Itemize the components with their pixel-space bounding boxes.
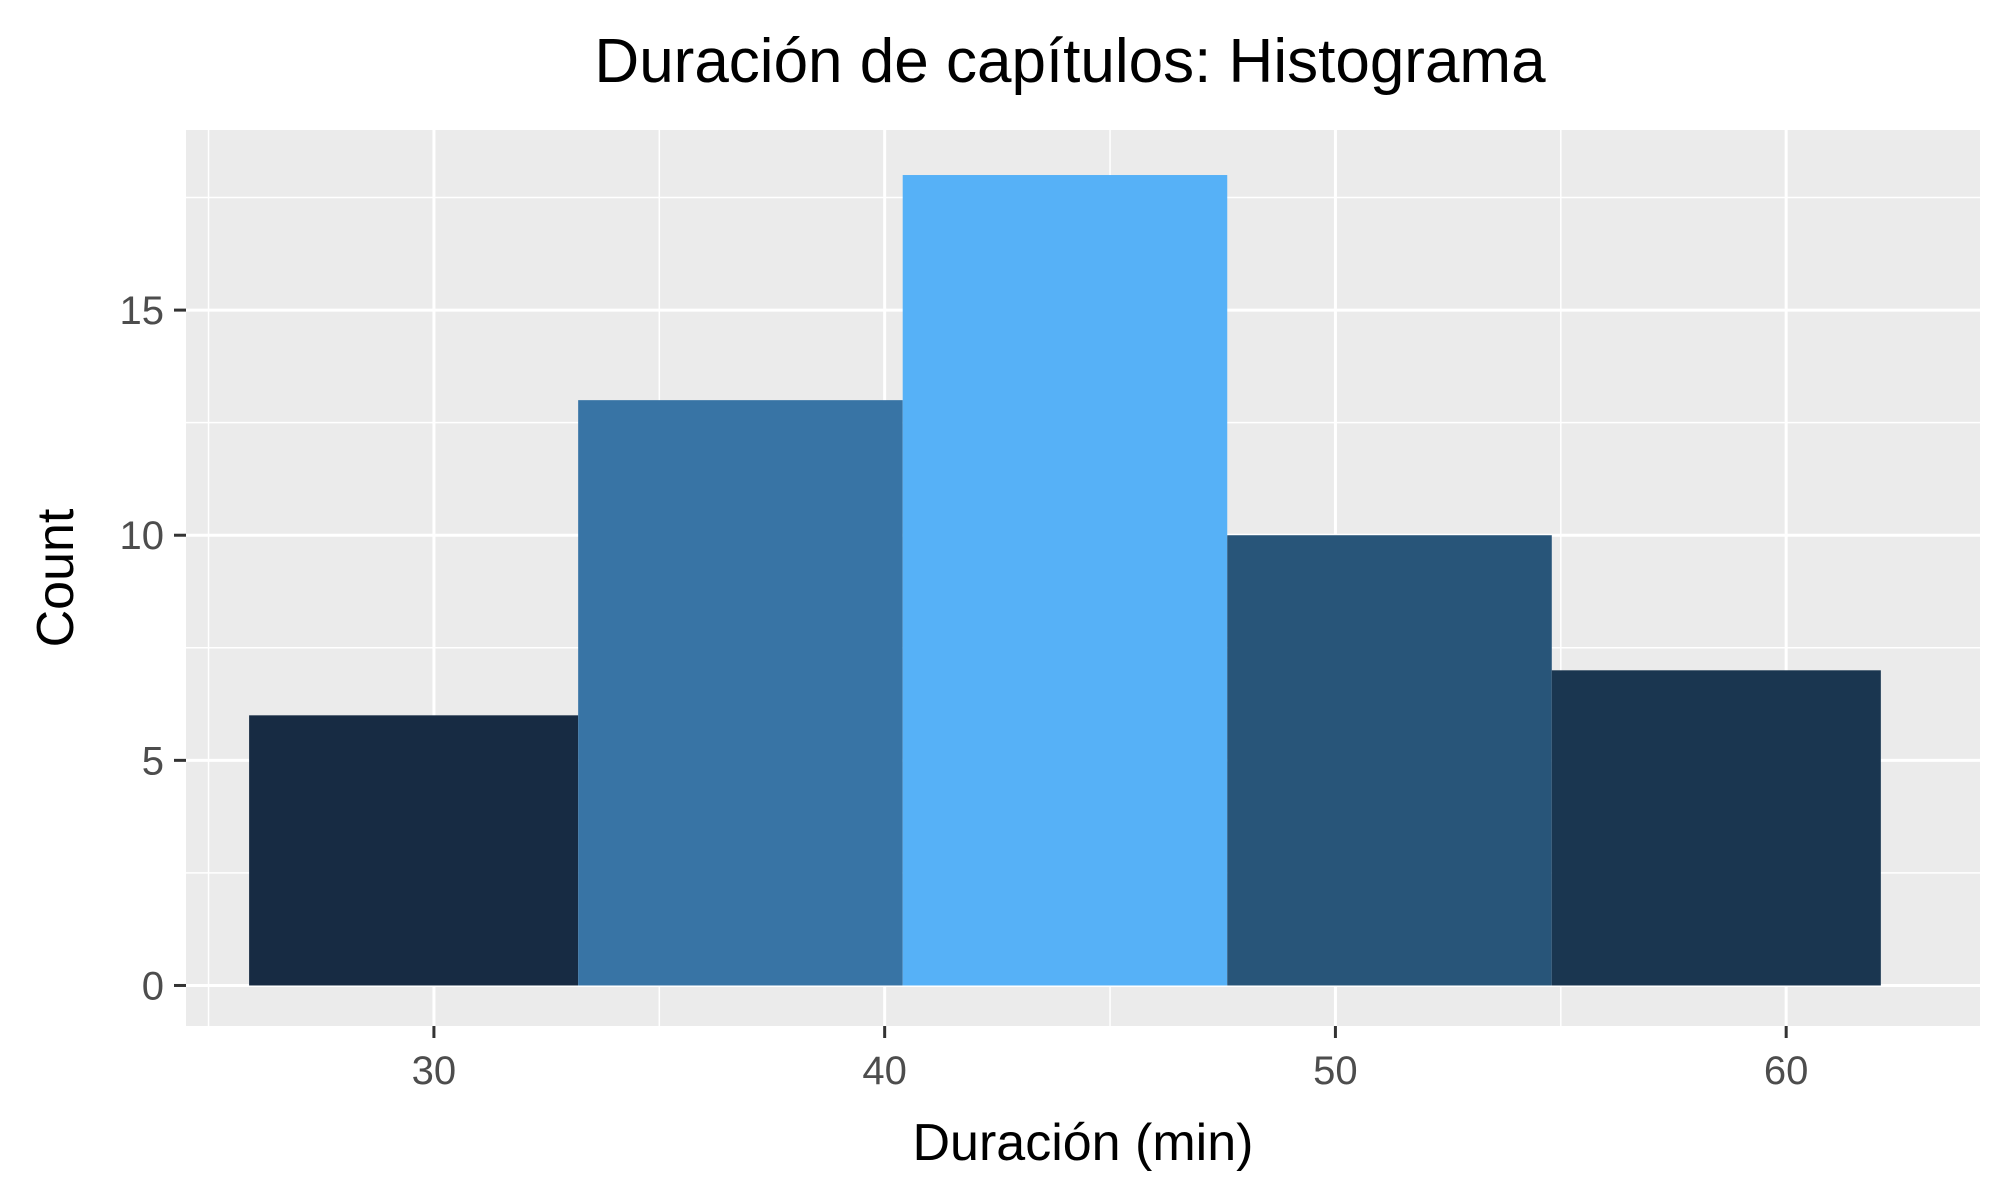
y-tick-label: 5	[142, 739, 164, 783]
histogram-bar-4	[1227, 535, 1552, 986]
y-tick-label: 10	[120, 514, 165, 558]
x-tick-label: 60	[1764, 1049, 1809, 1093]
x-axis: 30 40 50 60	[412, 1026, 1809, 1093]
chart-title: Duración de capítulos: Histograma	[594, 27, 1546, 96]
x-tick-label: 40	[862, 1049, 907, 1093]
y-tick-label: 0	[142, 964, 164, 1008]
histogram-bar-3	[902, 175, 1228, 986]
x-axis-title: Duración (min)	[913, 1114, 1254, 1172]
bars	[249, 175, 1881, 986]
x-tick-label: 30	[412, 1049, 457, 1093]
y-axis-title: Count	[27, 508, 85, 647]
histogram-bar-1	[249, 715, 579, 986]
histogram-bar-2	[578, 400, 903, 986]
x-tick-label: 50	[1313, 1049, 1358, 1093]
histogram-bar-5	[1551, 670, 1881, 986]
y-axis: 0 5 10 15	[120, 289, 186, 1008]
y-tick-label: 15	[120, 289, 165, 333]
